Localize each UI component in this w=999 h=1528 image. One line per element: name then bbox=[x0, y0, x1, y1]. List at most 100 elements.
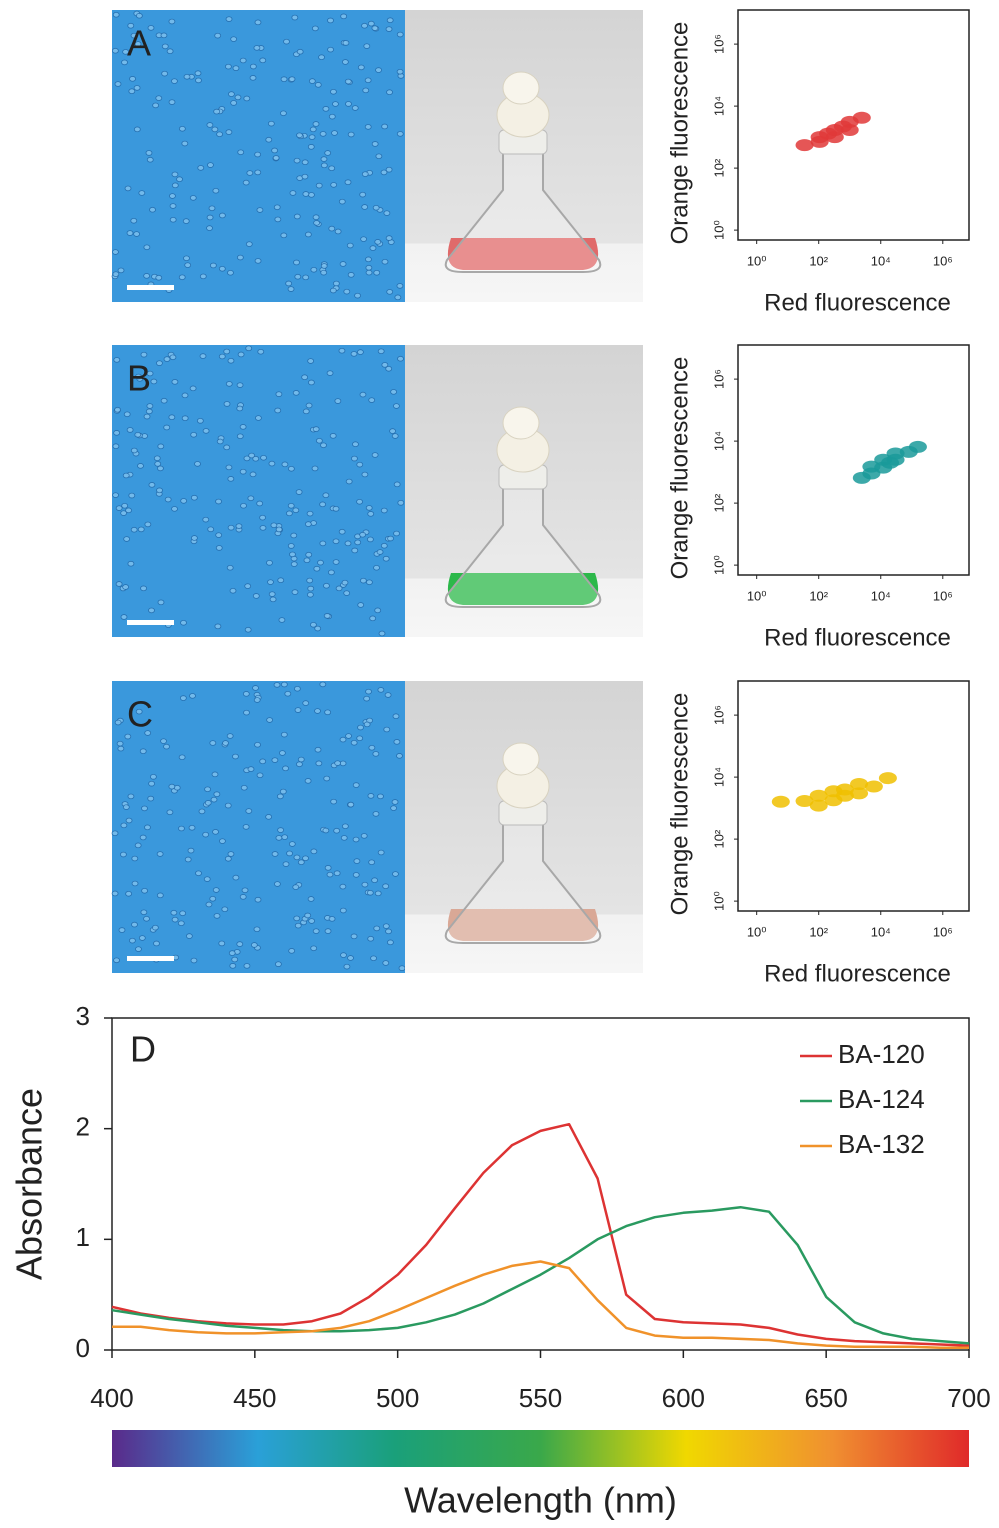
cell bbox=[365, 688, 372, 695]
cell bbox=[245, 241, 253, 247]
cell bbox=[315, 437, 323, 444]
cell bbox=[184, 262, 192, 268]
cell bbox=[226, 564, 234, 571]
cell bbox=[135, 373, 142, 380]
cell bbox=[371, 25, 379, 31]
cell bbox=[214, 623, 222, 630]
cell bbox=[268, 591, 276, 597]
y-tick-label: 10² bbox=[711, 493, 726, 512]
cell bbox=[253, 45, 261, 51]
cell bbox=[237, 149, 245, 156]
cell bbox=[228, 950, 236, 956]
cell bbox=[314, 82, 322, 88]
cell bbox=[157, 465, 164, 472]
point bbox=[850, 777, 869, 790]
cell bbox=[376, 549, 384, 555]
cell bbox=[227, 476, 235, 482]
cell bbox=[304, 778, 312, 784]
cell bbox=[373, 564, 380, 571]
cell bbox=[161, 70, 169, 77]
point bbox=[795, 139, 814, 152]
cell bbox=[334, 228, 342, 235]
cell bbox=[341, 59, 349, 65]
cell bbox=[157, 599, 165, 606]
cell bbox=[231, 956, 239, 963]
cell bbox=[332, 538, 340, 545]
point bbox=[908, 440, 927, 453]
scale-bar bbox=[127, 285, 174, 290]
cell bbox=[343, 963, 351, 970]
cell bbox=[128, 88, 136, 95]
cell bbox=[396, 31, 404, 38]
cell bbox=[367, 793, 375, 799]
cell bbox=[274, 407, 282, 414]
cell bbox=[350, 739, 358, 746]
cell bbox=[163, 743, 170, 750]
cell bbox=[212, 829, 219, 835]
cell bbox=[163, 356, 171, 362]
cell bbox=[227, 524, 235, 531]
cell bbox=[140, 351, 148, 358]
cell bbox=[322, 106, 330, 112]
spectrum-bar bbox=[112, 1430, 969, 1467]
cell bbox=[370, 955, 377, 962]
y-axis-label: Orange fluorescence bbox=[666, 22, 693, 245]
cell bbox=[387, 535, 394, 542]
cell bbox=[275, 526, 283, 533]
cell bbox=[357, 724, 364, 731]
cell bbox=[216, 131, 223, 138]
cell bbox=[310, 945, 318, 952]
cell bbox=[271, 147, 279, 154]
cell bbox=[182, 218, 190, 224]
cell bbox=[319, 681, 327, 688]
cell bbox=[190, 494, 198, 501]
cell bbox=[344, 540, 352, 547]
cell bbox=[148, 482, 156, 488]
cell bbox=[359, 191, 367, 198]
cell bbox=[269, 596, 277, 603]
cell bbox=[247, 766, 255, 772]
cell bbox=[372, 751, 380, 757]
cell bbox=[154, 461, 162, 467]
cell bbox=[329, 287, 337, 294]
cell bbox=[163, 424, 171, 431]
cell bbox=[245, 808, 253, 814]
cell bbox=[199, 353, 207, 359]
cell bbox=[367, 935, 375, 942]
cell bbox=[239, 468, 247, 475]
cell bbox=[318, 54, 325, 61]
cell bbox=[254, 896, 262, 903]
cell bbox=[187, 847, 195, 854]
cell bbox=[330, 798, 338, 805]
cell bbox=[140, 585, 147, 592]
cell bbox=[149, 206, 156, 213]
cell bbox=[287, 502, 295, 509]
cell bbox=[112, 11, 120, 18]
y-tick-label: 3 bbox=[76, 1001, 90, 1031]
cell bbox=[346, 242, 354, 249]
cell bbox=[135, 708, 143, 715]
cell bbox=[275, 835, 283, 841]
cell bbox=[319, 501, 327, 508]
cell bbox=[359, 577, 367, 584]
cell bbox=[394, 294, 402, 301]
legend-label: BA-124 bbox=[838, 1084, 925, 1114]
cell bbox=[252, 593, 260, 599]
cell bbox=[332, 280, 340, 287]
cell bbox=[331, 130, 338, 136]
cell bbox=[120, 822, 128, 829]
cell bbox=[242, 824, 250, 830]
micrograph bbox=[112, 681, 405, 973]
cell bbox=[171, 379, 179, 385]
cell bbox=[322, 492, 330, 499]
cell bbox=[185, 933, 193, 939]
cell bbox=[382, 883, 390, 889]
cell bbox=[342, 40, 350, 46]
cell bbox=[361, 171, 369, 177]
cell bbox=[397, 500, 405, 506]
cell bbox=[279, 750, 286, 756]
cell bbox=[137, 463, 144, 469]
cell bbox=[311, 25, 319, 32]
cell bbox=[377, 793, 384, 800]
cell bbox=[290, 561, 298, 567]
